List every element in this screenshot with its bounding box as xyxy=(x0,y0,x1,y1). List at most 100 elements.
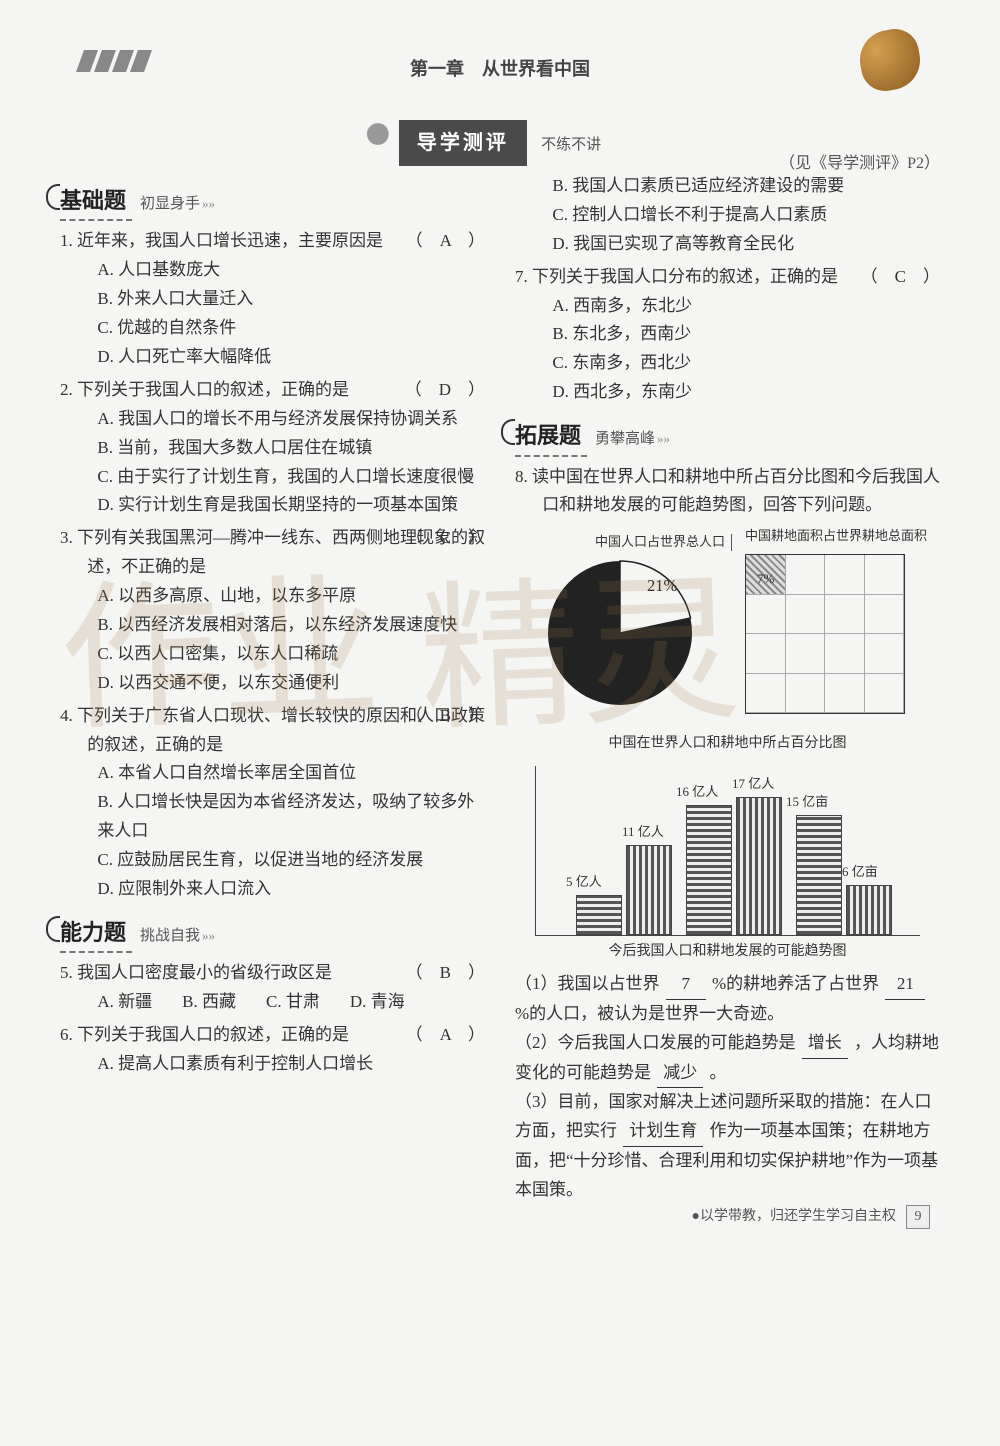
q3-opt-d: D. 以西交通不便，以东交通便利 xyxy=(97,669,485,698)
bar-segment xyxy=(846,885,892,935)
section-basic-sub: 初显身手 xyxy=(140,192,200,218)
question-5: 5. 我国人口密度最小的省级行政区是 （ B ） A. 新疆 B. 西藏 C. … xyxy=(60,959,485,1017)
q8-stem: 8. 读中国在世界人口和耕地中所占百分比图和今后我国人口和耕地发展的可能趋势图，… xyxy=(515,463,940,521)
population-pie-icon: 21% xyxy=(545,558,695,708)
section-ability-header: 能力题 挑战自我 »» xyxy=(60,914,485,953)
q3-opt-c: C. 以西人口密集，以东人口稀疏 xyxy=(97,640,485,669)
q1-opt-a: A. 人口基数庞大 xyxy=(97,256,485,285)
q6-answer: （ A ） xyxy=(406,1021,485,1050)
q2-opt-b: B. 当前，我国大多数人口居住在城镇 xyxy=(97,434,485,463)
section-extend-sub: 勇攀高峰 xyxy=(595,427,655,453)
section-basic-title: 基础题 xyxy=(60,182,132,221)
q1-opt-d: D. 人口死亡率大幅降低 xyxy=(97,343,485,372)
question-7: 7. 下列关于我国人口分布的叙述，正确的是 （ C ） A. 西南多，东北少 B… xyxy=(515,263,940,407)
chapter-title: 第一章 从世界看中国 xyxy=(60,54,940,85)
q8-sub3-fill1: 计划生育 xyxy=(623,1117,703,1147)
pie-pop-label: 21% xyxy=(647,576,678,595)
page: 第一章 从世界看中国 导学测评 不练不讲 （见《导学测评》P2） 基础题 初显身… xyxy=(0,0,1000,1269)
pie-caption: 中国在世界人口和耕地中所占百分比图 xyxy=(515,732,940,756)
q7-opt-a: A. 西南多，东北少 xyxy=(552,292,940,321)
bar-label: 17 亿人 xyxy=(732,773,774,795)
q2-opt-a: A. 我国人口的增长不用与经济发展保持协调关系 xyxy=(97,405,485,434)
pie-and-grid-chart: 中国人口占世界总人口 21% 中国耕地面积占世界耕地总面积 xyxy=(535,528,940,728)
q2-opt-c: C. 由于实行了计划生育，我国的人口增长速度很慢 xyxy=(97,463,485,492)
page-footer: ●以学带教，归还学生学习自主权 9 xyxy=(692,1205,930,1229)
q8-sub1-fill2: 21 xyxy=(885,970,925,1000)
question-3: 3. 下列有关我国黑河—腾冲一线东、西两侧地理现象的叙述，不正确的是 （ C ）… xyxy=(60,524,485,697)
bar-segment xyxy=(576,895,622,935)
page-header: 第一章 从世界看中国 xyxy=(60,40,940,90)
bar-label: 6 亿亩 xyxy=(842,861,878,883)
q8-charts: 中国人口占世界总人口 21% 中国耕地面积占世界耕地总面积 xyxy=(515,528,940,964)
bar-caption: 今后我国人口和耕地发展的可能趋势图 xyxy=(515,940,940,964)
q5-opt-b: B. 西藏 xyxy=(182,988,236,1017)
q3-opt-b: B. 以西经济发展相对落后，以东经济发展速度快 xyxy=(97,611,485,640)
q8-sub1-text-a: （1）我国以占世界 xyxy=(515,974,660,993)
q8-sub1-text-c: %的人口，被认为是世界一大奇迹。 xyxy=(515,1004,784,1023)
q8-sub2-fill1: 增长 xyxy=(802,1029,848,1059)
bar-label: 15 亿亩 xyxy=(786,791,828,813)
bar-label: 16 亿人 xyxy=(676,781,718,803)
q4-opt-b: B. 人口增长快是因为本省经济发达，吸纳了较多外来人口 xyxy=(97,788,485,846)
q2-answer: （ D ） xyxy=(405,376,485,405)
question-6: 6. 下列关于我国人口的叙述，正确的是 （ A ） A. 提高人口素质有利于控制… xyxy=(60,1021,485,1079)
bar-segment xyxy=(626,845,672,935)
q2-opt-d: D. 实行计划生育是我国长期坚持的一项基本国策 xyxy=(97,491,485,520)
q8-sub3: （3）目前，国家对解决上述问题所采取的措施：在人口方面，把实行 计划生育 作为一… xyxy=(515,1088,940,1205)
question-6-cont: B. 我国人口素质已适应经济建设的需要 C. 控制人口增长不利于提高人口素质 D… xyxy=(515,172,940,259)
q7-opt-c: C. 东南多，西北少 xyxy=(552,349,940,378)
trend-bar-chart: 5 亿人 11 亿人 16 亿人 17 亿人 15 亿亩 6 亿亩 xyxy=(535,766,920,936)
q6-opt-d: D. 我国已实现了高等教育全民化 xyxy=(552,230,940,259)
q5-opt-d: D. 青海 xyxy=(350,988,405,1017)
q8-sub1-text-b: %的耕地养活了占世界 xyxy=(712,974,879,993)
q4-opt-a: A. 本省人口自然增长率居全国首位 xyxy=(97,759,485,788)
question-8: 8. 读中国在世界人口和耕地中所占百分比图和今后我国人口和耕地发展的可能趋势图，… xyxy=(515,463,940,1206)
q7-opt-d: D. 西北多，东南少 xyxy=(552,378,940,407)
q7-answer: （ C ） xyxy=(861,263,940,292)
bar-label: 11 亿人 xyxy=(622,821,664,843)
banner-subtitle: 不练不讲 xyxy=(541,133,601,159)
q7-opt-b: B. 东北多，西南少 xyxy=(552,320,940,349)
section-banner: 导学测评 不练不讲 （见《导学测评》P2） xyxy=(60,120,940,166)
q8-sub2-fill2: 减少 xyxy=(657,1059,703,1089)
q4-opt-d: D. 应限制外来人口流入 xyxy=(97,875,485,904)
q6-opt-a: A. 提高人口素质有利于控制人口增长 xyxy=(97,1050,485,1079)
content-columns: 基础题 初显身手 »» 1. 近年来，我国人口增长迅速，主要原因是 （ A ） … xyxy=(60,172,940,1209)
q3-opt-a: A. 以西多高原、山地，以东多平原 xyxy=(97,582,485,611)
q1-opt-c: C. 优越的自然条件 xyxy=(97,314,485,343)
grid-legend-land: 中国耕地面积占世界耕地总面积 xyxy=(745,528,927,544)
pie-legend-pop: 中国人口占世界总人口 xyxy=(595,534,732,551)
section-extend-header: 拓展题 勇攀高峰 »» xyxy=(515,417,940,456)
question-4: 4. 下列关于广东省人口现状、增长较快的原因和人口政策的叙述，正确的是 （ B … xyxy=(60,702,485,904)
question-1: 1. 近年来，我国人口增长迅速，主要原因是 （ A ） A. 人口基数庞大 B.… xyxy=(60,227,485,371)
q1-opt-b: B. 外来人口大量迁入 xyxy=(97,285,485,314)
q8-sub1: （1）我国以占世界 7 %的耕地养活了占世界 21 %的人口，被认为是世界一大奇… xyxy=(515,970,940,1029)
grid-land-label: 7% xyxy=(757,568,774,590)
arrow-icon: »» xyxy=(202,925,215,947)
q5-opt-c: C. 甘肃 xyxy=(266,988,320,1017)
q1-answer: （ A ） xyxy=(406,227,485,256)
section-ability-sub: 挑战自我 xyxy=(140,924,200,950)
footer-motto: ●以学带教，归还学生学习自主权 xyxy=(692,1205,896,1229)
bar-label: 5 亿人 xyxy=(566,871,602,893)
bar-segment xyxy=(736,797,782,935)
q4-answer: （ B ） xyxy=(406,702,485,731)
arrow-icon: »» xyxy=(657,428,670,450)
bar-segment xyxy=(796,815,842,935)
q8-sub2: （2）今后我国人口发展的可能趋势是 增长 ，人均耕地变化的可能趋势是 减少 。 xyxy=(515,1029,940,1089)
section-extend-title: 拓展题 xyxy=(515,417,587,456)
section-basic-header: 基础题 初显身手 »» xyxy=(60,182,485,221)
q6-opt-c: C. 控制人口增长不利于提高人口素质 xyxy=(552,201,940,230)
q3-answer: （ C ） xyxy=(406,524,485,553)
q5-answer: （ B ） xyxy=(406,959,485,988)
section-ability-title: 能力题 xyxy=(60,914,132,953)
q4-opt-c: C. 应鼓励居民生育，以促进当地的经济发展 xyxy=(97,846,485,875)
left-column: 基础题 初显身手 »» 1. 近年来，我国人口增长迅速，主要原因是 （ A ） … xyxy=(60,172,485,1209)
question-2: 2. 下列关于我国人口的叙述，正确的是 （ D ） A. 我国人口的增长不用与经… xyxy=(60,376,485,520)
q8-sub2-text-a: （2）今后我国人口发展的可能趋势是 xyxy=(515,1033,796,1052)
q5-opt-a: A. 新疆 xyxy=(97,988,152,1017)
q8-sub1-fill1: 7 xyxy=(666,970,706,1000)
banner-title: 导学测评 xyxy=(399,120,527,166)
bar-segment xyxy=(686,805,732,935)
right-column: B. 我国人口素质已适应经济建设的需要 C. 控制人口增长不利于提高人口素质 D… xyxy=(515,172,940,1209)
